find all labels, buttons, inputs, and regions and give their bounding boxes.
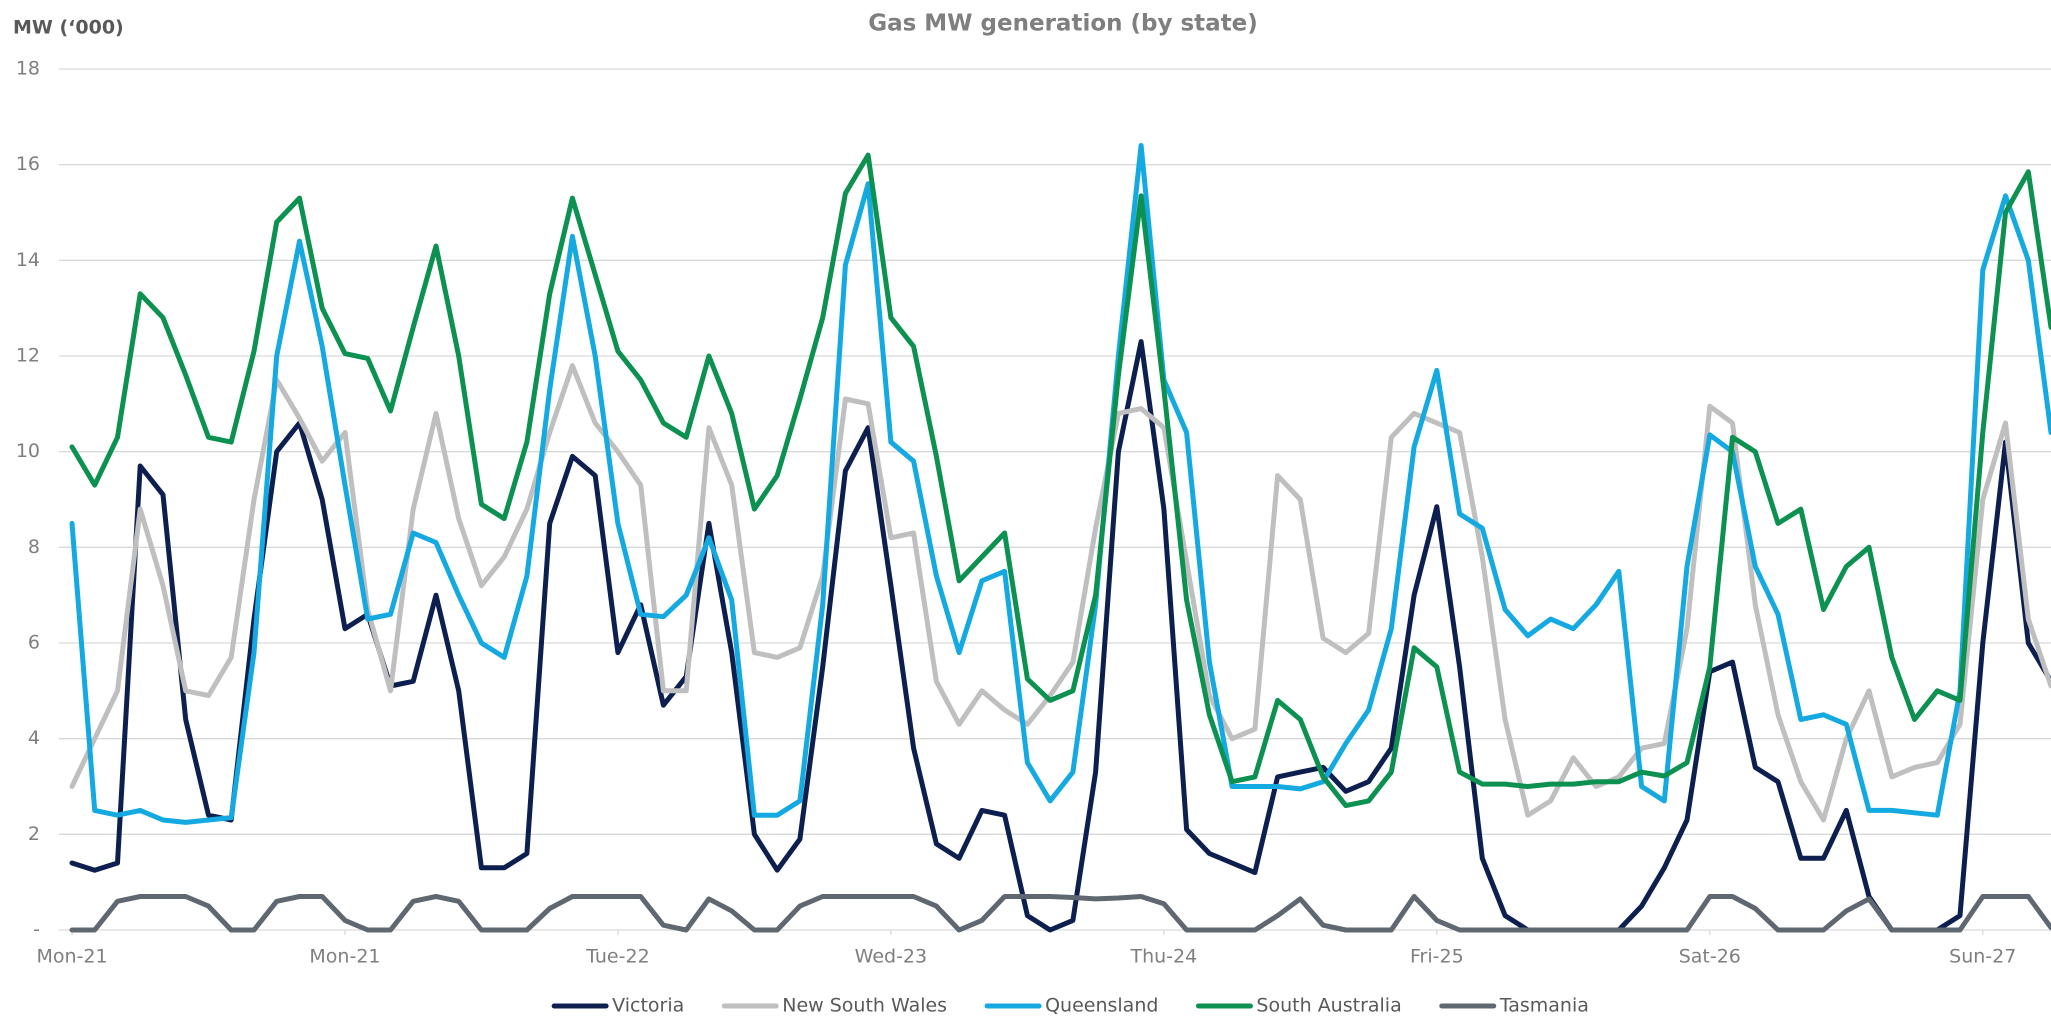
x-tick-label: Fri-25 (1410, 946, 1464, 968)
y-tick-label: 14 (16, 249, 40, 271)
y-tick-label: - (33, 919, 40, 941)
y-tick-label: 6 (28, 632, 40, 654)
y-tick-label: 2 (28, 823, 40, 845)
plot-area (69, 143, 2051, 933)
x-tick-label: Sat-26 (1679, 946, 1741, 968)
y-tick-label: 16 (16, 153, 40, 175)
chart-title: Gas MW generation (by state) (868, 11, 1258, 37)
y-tick-label: 18 (16, 58, 40, 80)
y-tick-label: 4 (28, 727, 40, 749)
x-tick-label: Tue-22 (585, 946, 650, 968)
series-line (69, 363, 2051, 823)
x-tick-label: Sun-27 (1949, 946, 2016, 968)
series-line (69, 143, 2051, 825)
legend-label: Tasmania (1499, 995, 1589, 1017)
series-line (69, 894, 2051, 933)
y-tick-label: 8 (28, 536, 40, 558)
legend-label: New South Wales (782, 995, 947, 1017)
series-line (69, 339, 2051, 933)
y-tick-label: 12 (16, 345, 40, 367)
legend-label: Victoria (612, 995, 684, 1017)
legend-label: Queensland (1045, 995, 1158, 1017)
x-tick-label: Thu-24 (1129, 946, 1197, 968)
y-axis-label: MW (‘000) (13, 17, 124, 39)
series-line (69, 152, 2051, 809)
x-tick-label: Wed-23 (855, 946, 927, 968)
x-tick-label: Mon-21 (36, 946, 107, 968)
legend: Victoria New South Wales Queensland South A… (551, 995, 1589, 1017)
y-tick-label: 10 (16, 440, 40, 462)
legend-label: South Australia (1256, 995, 1401, 1017)
x-tick-label: Mon-21 (309, 946, 380, 968)
